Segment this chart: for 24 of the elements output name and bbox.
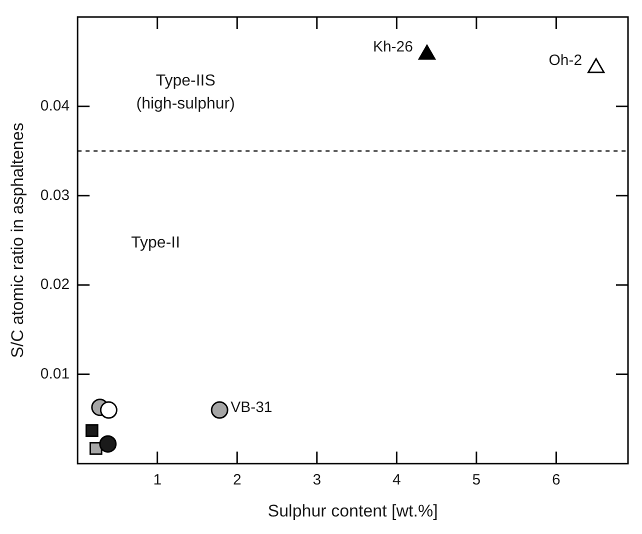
point (100, 401, 118, 419)
point (90, 442, 102, 455)
series-label: Oh-2 (548, 52, 582, 70)
annotation: Type-II (131, 234, 180, 252)
x-tick-label: 2 (232, 472, 242, 489)
x-tick-label: 6 (552, 472, 560, 489)
point (86, 424, 98, 437)
point (210, 401, 228, 419)
y-tick-label: 0.04 (40, 97, 70, 114)
x-tick-label: 4 (392, 472, 401, 489)
x-axis-title: Sulphur content [wt.%] (268, 501, 438, 520)
y-tick-label: 0.03 (40, 186, 70, 204)
point (99, 435, 117, 453)
x-tick-label: 3 (312, 472, 322, 489)
point (588, 58, 605, 74)
y-axis-title: S/C atomic ratio in asphaltenes (8, 122, 27, 358)
x-tick-label: 1 (153, 472, 162, 489)
series-label: VB-31 (230, 399, 272, 416)
y-tick-label: 0.01 (40, 365, 70, 382)
legend-label: Kh-26 (372, 38, 413, 56)
point (418, 44, 436, 60)
x-tick-label: 5 (472, 472, 481, 489)
annotation: Type-IIS (high-sulphur) (136, 72, 235, 112)
y-tick-label: 0.02 (40, 276, 70, 294)
